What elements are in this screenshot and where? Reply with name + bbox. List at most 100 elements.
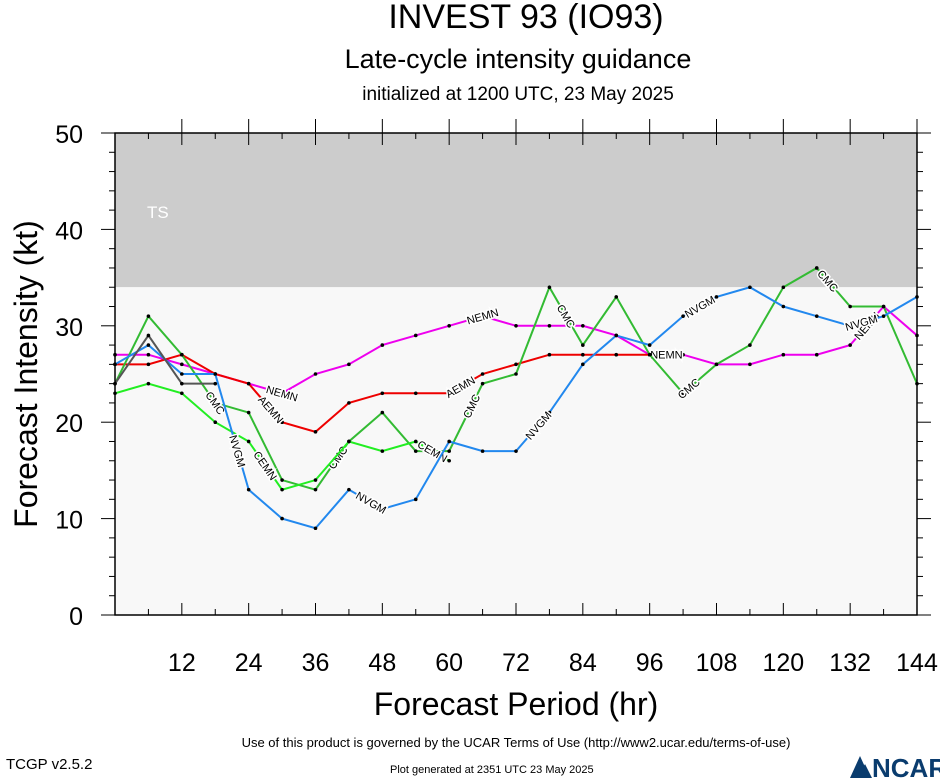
data-point	[313, 430, 318, 434]
data-point	[748, 343, 752, 347]
plot-frame	[114, 132, 918, 616]
data-point	[280, 487, 284, 492]
x-tick-label: 36	[302, 649, 330, 677]
data-point	[480, 372, 485, 376]
data-point	[714, 362, 719, 367]
data-point	[313, 487, 318, 492]
data-point	[881, 304, 886, 309]
data-point	[814, 314, 819, 318]
data-point	[380, 391, 385, 396]
data-point	[313, 372, 318, 376]
data-point	[213, 381, 218, 386]
series-line-label: NEMN	[650, 350, 682, 362]
data-point	[480, 314, 485, 318]
x-axis-label: Forecast Period (hr)	[373, 686, 659, 722]
data-point	[581, 343, 585, 347]
y-tick-label: 0	[69, 603, 83, 631]
x-tick-label: 108	[696, 649, 738, 677]
data-point	[547, 285, 552, 290]
data-point	[681, 314, 685, 318]
data-point	[413, 333, 418, 338]
data-point	[246, 381, 251, 386]
x-tick-label: 144	[896, 649, 938, 677]
data-point	[581, 324, 585, 328]
data-point	[280, 420, 284, 425]
ncar-logo-icon	[850, 756, 872, 778]
data-point	[480, 381, 485, 386]
data-point	[881, 314, 886, 318]
data-point	[447, 458, 451, 463]
data-point	[814, 266, 819, 270]
data-point	[146, 314, 151, 318]
data-point	[146, 362, 151, 367]
data-point	[514, 362, 518, 367]
data-point	[146, 352, 151, 357]
data-point	[514, 449, 518, 453]
data-point	[748, 362, 752, 367]
x-tick-label: 96	[636, 649, 664, 677]
data-point	[514, 324, 518, 328]
x-tick-label: 72	[502, 649, 530, 677]
data-point	[280, 478, 284, 482]
chart-init-time: initialized at 1200 UTC, 23 May 2025	[362, 84, 674, 105]
chart-title: INVEST 93 (IO93)	[388, 0, 664, 36]
data-point	[447, 391, 451, 396]
data-point	[313, 526, 318, 531]
data-point	[380, 449, 385, 453]
x-tick-label: 12	[168, 649, 196, 677]
data-point	[146, 381, 151, 386]
data-point	[681, 391, 685, 396]
data-point	[380, 507, 385, 511]
y-tick-label: 30	[55, 314, 83, 342]
data-point	[647, 352, 652, 357]
generated-time-text: Plot generated at 2351 UTC 23 May 2025	[390, 764, 594, 776]
data-point	[848, 304, 852, 309]
x-tick-label: 120	[762, 649, 804, 677]
data-point	[480, 449, 485, 453]
data-point	[814, 352, 819, 357]
data-point	[581, 352, 585, 357]
band-label: TS	[147, 203, 169, 222]
data-point	[146, 333, 151, 338]
data-point	[413, 449, 418, 453]
data-point	[280, 516, 284, 521]
version-text: TCGP v2.5.2	[6, 756, 93, 773]
data-point	[347, 439, 351, 444]
data-point	[180, 381, 184, 386]
series-unnamed-5	[113, 333, 218, 386]
data-point	[447, 439, 451, 444]
data-point	[748, 285, 752, 290]
data-point	[246, 439, 251, 444]
data-point	[213, 372, 218, 376]
data-point	[781, 304, 786, 309]
data-point	[213, 420, 218, 425]
data-point	[246, 487, 251, 492]
data-point	[614, 333, 619, 338]
data-point	[714, 295, 719, 299]
data-point	[848, 343, 852, 347]
y-tick-label: 50	[55, 121, 83, 149]
data-point	[581, 362, 585, 367]
data-point	[781, 285, 786, 290]
x-tick-label: 132	[829, 649, 871, 677]
x-tick-label: 48	[368, 649, 396, 677]
data-point	[180, 391, 184, 396]
ncar-logo: NCAR	[850, 753, 940, 780]
data-point	[347, 487, 351, 492]
intensity-band-0	[115, 133, 917, 288]
data-point	[180, 372, 184, 376]
chart-subtitle: Late-cycle intensity guidance	[344, 44, 692, 74]
x-tick-label: 24	[235, 649, 263, 677]
data-point	[280, 391, 284, 396]
data-point	[848, 324, 852, 328]
ncar-logo-text: NCAR	[872, 753, 940, 780]
data-point	[213, 401, 218, 405]
terms-of-use-text[interactable]: Use of this product is governed by the U…	[241, 735, 791, 750]
data-point	[514, 372, 518, 376]
data-point	[614, 295, 619, 299]
data-point	[547, 352, 552, 357]
data-point	[413, 391, 418, 396]
data-point	[681, 352, 685, 357]
y-axis-label: Forecast Intensity (kt)	[8, 220, 44, 528]
data-point	[313, 478, 318, 482]
